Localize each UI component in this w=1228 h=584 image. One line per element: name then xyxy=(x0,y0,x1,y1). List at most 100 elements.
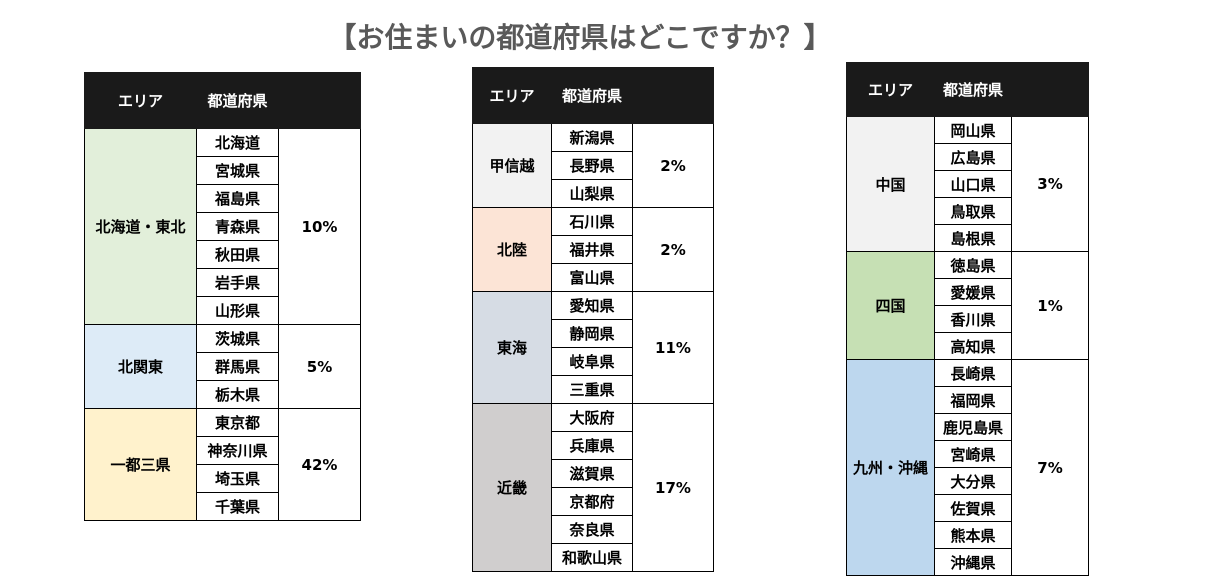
header-prefecture: 都道府県 xyxy=(551,67,633,124)
table-row: 大分県 xyxy=(847,467,1089,495)
table-row: 広島県 xyxy=(847,143,1089,171)
prefecture-cell: 群馬県 xyxy=(196,352,279,381)
table-row: 福岡県 xyxy=(847,386,1089,414)
prefecture-cell: 愛知県 xyxy=(551,291,633,320)
header-prefecture: 都道府県 xyxy=(196,72,279,129)
prefecture-cell: 埼玉県 xyxy=(196,464,279,493)
prefecture-cell: 高知県 xyxy=(934,332,1012,360)
table-row: 東海 愛知県 11% xyxy=(472,291,714,404)
table-row: 宮崎県 xyxy=(847,440,1089,468)
table-row: 京都府 xyxy=(473,487,714,516)
prefecture-cell: 山口県 xyxy=(934,170,1012,198)
table-row: 沖縄県 xyxy=(847,548,1089,576)
prefecture-cell: 岩手県 xyxy=(196,268,279,297)
table-row: 兵庫県 xyxy=(473,431,714,460)
table-row: 山梨県 xyxy=(473,179,714,208)
prefecture-cell: 宮崎県 xyxy=(934,440,1012,468)
prefecture-cell: 和歌山県 xyxy=(551,543,633,572)
area-cell: 中国 xyxy=(846,116,935,252)
percent-cell: 11% xyxy=(632,291,714,404)
area-cell: 一都三県 xyxy=(84,408,197,521)
prefecture-cell: 京都府 xyxy=(551,487,633,516)
header-area: エリア xyxy=(84,72,197,129)
prefecture-cell: 東京都 xyxy=(196,408,279,437)
table-row: 静岡県 xyxy=(473,319,714,348)
table-row: 高知県 xyxy=(847,332,1089,360)
prefecture-cell: 富山県 xyxy=(551,263,633,292)
percent-cell: 10% xyxy=(278,128,361,325)
table-row: 福井県 xyxy=(473,235,714,264)
prefecture-cell: 佐賀県 xyxy=(934,494,1012,522)
prefecture-cell: 熊本県 xyxy=(934,521,1012,549)
area-cell: 近畿 xyxy=(472,403,552,572)
prefecture-cell: 岡山県 xyxy=(934,116,1012,144)
header-area: エリア xyxy=(472,67,552,124)
percent-cell: 5% xyxy=(278,324,361,409)
table-row: 鹿児島県 xyxy=(847,413,1089,441)
table-row: 甲信越 新潟県 2% xyxy=(472,123,714,208)
percent-cell: 1% xyxy=(1011,251,1089,360)
prefecture-cell: 石川県 xyxy=(551,207,633,236)
prefecture-cell: 栃木県 xyxy=(196,380,279,409)
prefecture-cell: 長崎県 xyxy=(934,359,1012,387)
table-row: 中国 岡山県 3% xyxy=(846,116,1089,252)
table-row: 近畿 大阪府 17% xyxy=(472,403,714,572)
header-percent xyxy=(1011,62,1089,117)
percent-cell: 2% xyxy=(632,207,714,292)
percent-cell: 7% xyxy=(1011,359,1089,576)
prefecture-cell: 愛媛県 xyxy=(934,278,1012,306)
prefecture-cell: 大阪府 xyxy=(551,403,633,432)
prefecture-cell: 長野県 xyxy=(551,151,633,180)
header-percent xyxy=(632,67,714,124)
prefecture-cell: 千葉県 xyxy=(196,492,279,521)
area-cell: 北陸 xyxy=(472,207,552,292)
table-row: 佐賀県 xyxy=(847,494,1089,522)
prefecture-cell: 秋田県 xyxy=(196,240,279,269)
table-row: 宮城県 xyxy=(85,156,361,185)
prefecture-cell: 兵庫県 xyxy=(551,431,633,460)
table-row: 山形県 xyxy=(85,296,361,325)
header-area: エリア xyxy=(846,62,935,117)
table-row: 北関東 茨城県 5% xyxy=(84,324,361,409)
prefecture-cell: 青森県 xyxy=(196,212,279,241)
prefecture-cell: 鳥取県 xyxy=(934,197,1012,225)
prefecture-cell: 滋賀県 xyxy=(551,459,633,488)
prefecture-cell: 山形県 xyxy=(196,296,279,325)
percent-cell: 3% xyxy=(1011,116,1089,252)
header-percent xyxy=(278,72,361,129)
table-row: 埼玉県 xyxy=(85,464,361,493)
area-cell: 東海 xyxy=(472,291,552,404)
table-row: 山口県 xyxy=(847,170,1089,198)
table-row: 奈良県 xyxy=(473,515,714,544)
area-cell: 北海道・東北 xyxy=(84,128,197,325)
table-row: 群馬県 xyxy=(85,352,361,381)
table-row: 鳥取県 xyxy=(847,197,1089,225)
table-row: 富山県 xyxy=(473,263,714,292)
area-cell: 四国 xyxy=(846,251,935,360)
table-row: 四国 徳島県 1% xyxy=(846,251,1089,360)
prefecture-cell: 広島県 xyxy=(934,143,1012,171)
prefecture-cell: 新潟県 xyxy=(551,123,633,152)
prefecture-cell: 徳島県 xyxy=(934,251,1012,279)
table-row: 岩手県 xyxy=(85,268,361,297)
prefecture-cell: 宮城県 xyxy=(196,156,279,185)
table-row: 福島県 xyxy=(85,184,361,213)
prefecture-cell: 福島県 xyxy=(196,184,279,213)
table-row: 滋賀県 xyxy=(473,459,714,488)
prefecture-cell: 静岡県 xyxy=(551,319,633,348)
prefecture-cell: 茨城県 xyxy=(196,324,279,353)
prefecture-cell: 鹿児島県 xyxy=(934,413,1012,441)
table-row: 千葉県 xyxy=(85,492,361,521)
prefecture-cell: 島根県 xyxy=(934,224,1012,252)
prefecture-cell: 奈良県 xyxy=(551,515,633,544)
table-row: 和歌山県 xyxy=(473,543,714,572)
table-row: 北海道・東北 北海道 10% xyxy=(84,128,361,325)
prefecture-cell: 神奈川県 xyxy=(196,436,279,465)
region-table-1: エリア 都道府県 北海道・東北 北海道 10% 宮城県 福島県 青森県 秋田県 岩手県 山形県北… xyxy=(84,72,361,521)
table-row: 北陸 石川県 2% xyxy=(472,207,714,292)
table-row: 神奈川県 xyxy=(85,436,361,465)
area-cell: 北関東 xyxy=(84,324,197,409)
prefecture-cell: 福岡県 xyxy=(934,386,1012,414)
table-row: 三重県 xyxy=(473,375,714,404)
table-row: 九州・沖縄 長崎県 7% xyxy=(846,359,1089,576)
